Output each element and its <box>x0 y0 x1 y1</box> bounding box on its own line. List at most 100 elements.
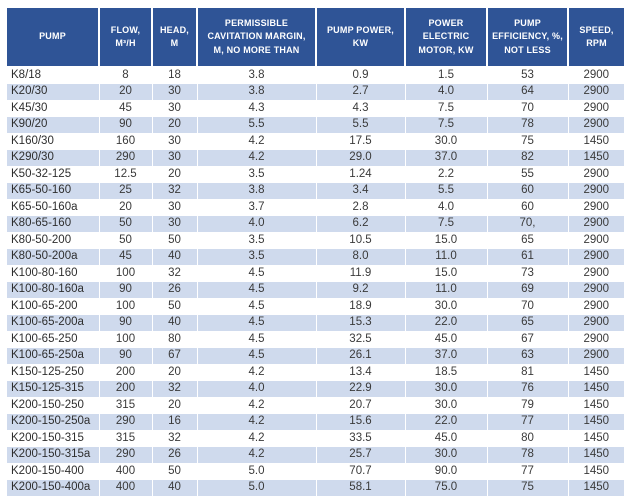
table-cell: 3.8 <box>197 182 317 199</box>
table-cell: 7.5 <box>405 116 488 133</box>
table-cell: 400 <box>99 463 153 480</box>
table-cell: 20 <box>99 199 153 216</box>
table-cell: 90 <box>99 347 153 364</box>
table-cell: 79 <box>487 397 569 414</box>
table-cell: 50 <box>152 298 198 315</box>
table-cell: 18.9 <box>316 298 406 315</box>
pump-name-cell: K100-80-160 <box>7 265 100 282</box>
pump-name-cell: K200-150-315a <box>7 446 100 463</box>
table-cell: 2.7 <box>316 83 406 100</box>
table-cell: 18.5 <box>405 364 488 381</box>
table-cell: 4.0 <box>405 199 488 216</box>
table-cell: 2900 <box>583 200 610 213</box>
pump-spec-table: PUMP FLOW, M³/H HEAD, M PERMISSIBLE CAVITAT… <box>7 8 624 496</box>
column-header: FLOW, M³/H <box>99 8 153 67</box>
table-cell: 70.7 <box>316 463 406 480</box>
table-row: K65-50-160a 20 30 3.7 2.8 4.0 60 2900 <box>7 199 624 216</box>
table-cell: 4.2 <box>197 364 317 381</box>
table-row: K80-65-160 50 30 4.0 6.2 7.5 70, 2900 <box>7 215 624 232</box>
table-row: K100-80-160 100 32 4.5 11.9 15.0 73 2900 <box>7 265 624 282</box>
table-cell: 16 <box>152 413 198 430</box>
table-cell: 3.5 <box>197 166 317 183</box>
table-cell: 160 <box>99 133 153 150</box>
table-cell: 65 <box>487 232 569 249</box>
table-cell: 11.9 <box>316 265 406 282</box>
table-cell: 4.2 <box>197 413 317 430</box>
table-cell: 25 <box>99 182 153 199</box>
pump-name-cell: K20/30 <box>7 83 100 100</box>
table-cell: 400 <box>99 479 153 496</box>
table-cell: 11.0 <box>405 281 488 298</box>
table-cell: 4.0 <box>405 83 488 100</box>
table-cell: 15.6 <box>316 413 406 430</box>
table-cell: 90 <box>99 314 153 331</box>
table-cell: 3.5 <box>197 232 317 249</box>
table-row: K100-65-250a 90 67 4.5 26.1 37.0 63 2900 <box>7 347 624 364</box>
table-cell: 2900 <box>583 68 610 81</box>
table-cell: 290 <box>99 149 153 166</box>
table-cell: 55 <box>487 166 569 183</box>
table-cell: 1450 <box>583 481 610 493</box>
table-cell: 22.9 <box>316 380 406 397</box>
table-cell: 53 <box>487 66 569 84</box>
table-cell: 2900 <box>583 101 610 114</box>
table-cell: 5.5 <box>405 182 488 199</box>
table-cell: 30.0 <box>405 298 488 315</box>
column-header: PUMP POWER, KW <box>316 8 406 67</box>
pump-name-cell: K65-50-160a <box>7 199 100 216</box>
table-cell: 2900 <box>583 167 610 180</box>
pump-name-cell: K100-65-250 <box>7 331 100 348</box>
table-row: K45/30 45 30 4.3 4.3 7.5 70 2900 <box>7 100 624 117</box>
table-body: K8/18 8 18 3.8 0.9 1.5 53 2900 K20/30 20 30 3.8 2.7 4… <box>7 66 624 496</box>
table-cell: 2900 <box>583 85 610 97</box>
table-cell: 20 <box>152 397 198 414</box>
table-cell: 315 <box>99 397 153 414</box>
table-row: K290/30 290 30 4.2 29.0 37.0 82 1450 <box>7 149 624 166</box>
table-cell: 13.4 <box>316 364 406 381</box>
table-row: K150-125-250 200 20 4.2 13.4 18.5 81 1450 <box>7 364 624 381</box>
table-cell: 2900 <box>583 316 610 328</box>
table-cell: 81 <box>487 364 569 381</box>
table-cell: 40 <box>152 314 198 331</box>
table-cell: 15.0 <box>405 232 488 249</box>
table-cell: 3.8 <box>197 83 317 100</box>
table-header-row: PUMP FLOW, M³/H HEAD, M PERMISSIBLE CAVITAT… <box>7 8 624 67</box>
table-row: K200-150-315a 290 26 4.2 25.7 30.0 78 1450 <box>7 446 624 463</box>
table-cell: 32 <box>152 182 198 199</box>
table-cell: 73 <box>487 265 569 282</box>
table-cell: 10.5 <box>316 232 406 249</box>
table-cell: 40 <box>152 248 198 265</box>
table-row: K200-150-400a 400 40 5.0 58.1 75.0 75 1450 <box>7 479 624 496</box>
table-cell: 58.1 <box>316 479 406 496</box>
table-cell: 1450 <box>583 151 610 163</box>
table-row: K100-65-200a 90 40 4.5 15.3 22.0 65 2900 <box>7 314 624 331</box>
table-row: K80-50-200a 45 40 3.5 8.0 11.0 61 2900 <box>7 248 624 265</box>
table-cell: 30 <box>152 215 198 232</box>
table-cell: 65 <box>487 314 569 331</box>
table-cell: 30 <box>152 199 198 216</box>
table-cell: 6.2 <box>316 215 406 232</box>
table-cell: 290 <box>99 413 153 430</box>
table-cell: 290 <box>99 446 153 463</box>
table-cell: 1450 <box>583 431 610 444</box>
pump-name-cell: K150-125-250 <box>7 364 100 381</box>
table-cell: 82 <box>487 149 569 166</box>
table-cell: 45.0 <box>405 331 488 348</box>
table-cell: 30 <box>152 133 198 150</box>
table-cell: 200 <box>99 380 153 397</box>
table-cell: 30.0 <box>405 380 488 397</box>
table-cell: 45 <box>99 248 153 265</box>
table-cell: 50 <box>99 232 153 249</box>
table-cell: 1450 <box>583 464 610 477</box>
table-cell: 1.5 <box>405 66 488 84</box>
table-cell: 4.0 <box>197 215 317 232</box>
table-cell: 15.0 <box>405 265 488 282</box>
pump-name-cell: K160/30 <box>7 133 100 150</box>
table-cell: 20 <box>152 364 198 381</box>
pump-name-cell: K65-50-160 <box>7 182 100 199</box>
table-cell: 80 <box>487 430 569 447</box>
table-cell: 2900 <box>583 299 610 312</box>
table-cell: 4.3 <box>197 100 317 117</box>
column-header: PUMP <box>7 8 100 67</box>
table-cell: 20 <box>152 116 198 133</box>
